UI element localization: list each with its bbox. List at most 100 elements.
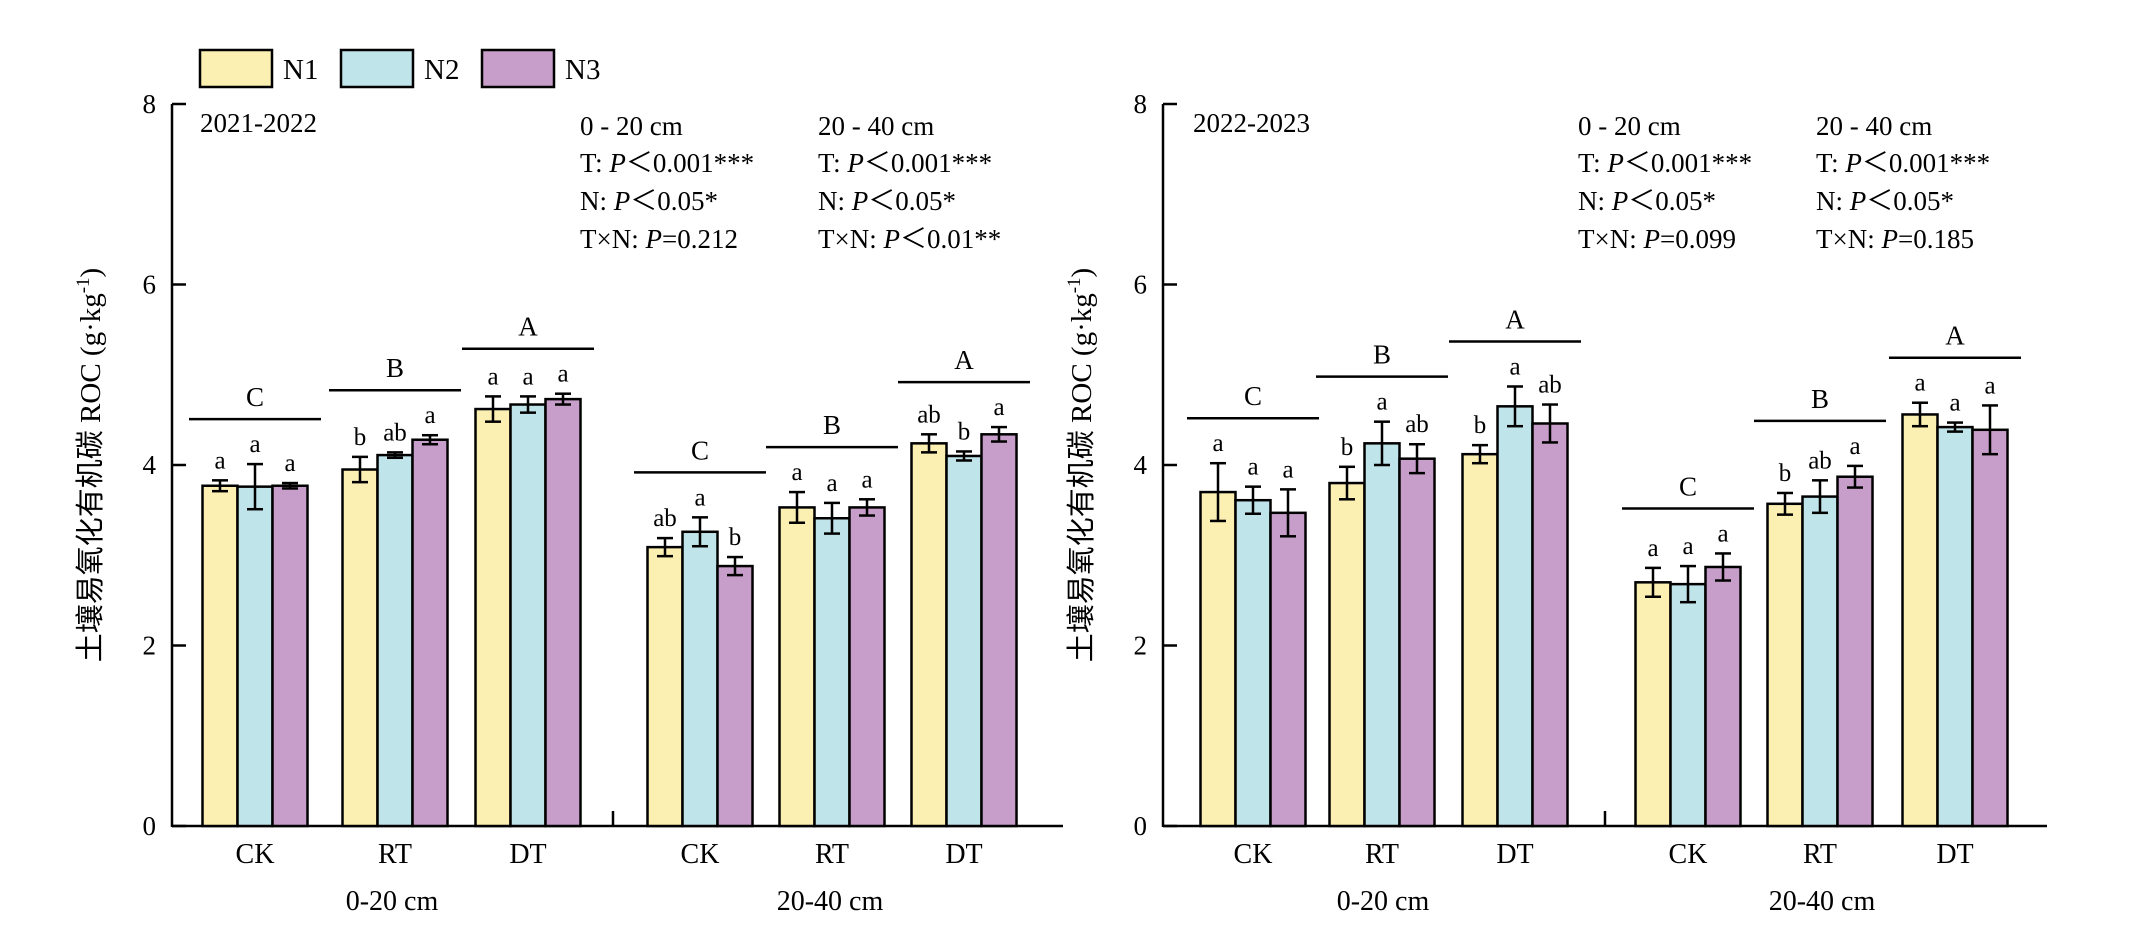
bar-n2	[1496, 405, 1534, 828]
significance-letter: a	[1376, 389, 1387, 416]
bar-n3	[1398, 457, 1436, 828]
panel-title: 2022-2023	[1193, 108, 1310, 138]
stats-heading: 0 - 20 cm	[580, 111, 683, 141]
significance-letter: a	[249, 431, 260, 458]
bar-n2	[376, 453, 414, 828]
bar-n2	[945, 454, 983, 828]
significance-letter: b	[958, 418, 971, 445]
group-letter: B	[1811, 384, 1829, 414]
y-axis-label: 土壤易氧化有机碳 ROC (g·kg-1)	[73, 268, 107, 662]
stats-line: T×N: P＜0.01**	[818, 224, 1001, 254]
significance-letter: a	[1949, 390, 1960, 417]
bar-n3	[544, 397, 582, 828]
y-axis-label: 土壤易氧化有机碳 ROC (g·kg-1)	[1064, 268, 1098, 662]
panel-title: 2021-2022	[200, 108, 317, 138]
stats-value: ＜0.01**	[900, 224, 1001, 254]
stats-value: ＜0.05*	[630, 186, 718, 216]
group-letter: C	[246, 382, 264, 412]
stats-heading: 20 - 40 cm	[818, 111, 934, 141]
y-tick-label: 2	[1134, 631, 1148, 661]
stats-value: ＜0.05*	[1866, 186, 1954, 216]
bar-n1	[474, 407, 512, 828]
stats-heading: 0 - 20 cm	[1578, 111, 1681, 141]
stats-prefix: T:	[1578, 148, 1607, 178]
significance-letter: ab	[1538, 372, 1562, 399]
stats-prefix: T:	[580, 148, 609, 178]
stats-value: ＜0.001***	[1624, 148, 1752, 178]
bar-n3	[716, 564, 754, 828]
stats-p: P	[1611, 186, 1629, 216]
significance-letter: a	[1509, 353, 1520, 380]
group-letter: C	[691, 435, 709, 465]
bar-n1	[201, 484, 239, 828]
bar-n1	[1461, 452, 1499, 828]
group-letter: A	[1945, 321, 1965, 351]
category-label: DT	[1496, 839, 1533, 870]
significance-letter: ab	[1405, 411, 1429, 438]
bar-n3	[1836, 475, 1874, 828]
significance-letter: b	[1474, 412, 1487, 439]
stats-line: N: P＜0.05*	[818, 186, 956, 216]
significance-letter: a	[694, 484, 705, 511]
stats-prefix: T×N:	[818, 224, 883, 254]
y-tick-label: 0	[143, 811, 157, 841]
stats-value: ＜0.05*	[868, 186, 956, 216]
stats-line: T: P＜0.001***	[1816, 148, 1990, 178]
bar-n1	[646, 545, 684, 828]
stats-value: ＜0.001***	[1862, 148, 1990, 178]
chart-panel-2021-2022: 0 2 4 6 8 土壤易氧化有机碳 ROC (g·kg-1) 2021-2022 0 - 2…	[73, 89, 1063, 917]
bar-n1	[1199, 490, 1237, 828]
significance-letter: a	[1849, 433, 1860, 460]
bar-n2	[1234, 498, 1272, 828]
significance-letter: ab	[917, 401, 941, 428]
significance-letter: a	[1212, 430, 1223, 457]
legend-label-n2: N2	[424, 54, 459, 86]
stats-prefix: T×N:	[580, 224, 645, 254]
bar-n1	[778, 506, 816, 828]
category-label: CK	[681, 839, 720, 870]
significance-letter: ab	[1808, 447, 1832, 474]
significance-letter: a	[1984, 372, 1995, 399]
y-axis-label-main: 土壤易氧化有机碳 ROC (g·kg	[74, 293, 107, 662]
stats-p: P	[1606, 148, 1624, 178]
stats-line: T: P＜0.001***	[818, 148, 992, 178]
significance-letter: b	[1341, 434, 1354, 461]
group-letter: A	[1505, 304, 1525, 334]
stats-line: N: P＜0.05*	[580, 186, 718, 216]
category-label: DT	[509, 839, 546, 870]
category-label: RT	[378, 839, 412, 870]
bar-n1	[910, 442, 948, 828]
group-letter: C	[1244, 381, 1262, 411]
bar-n2	[1363, 442, 1401, 828]
significance-letter: a	[487, 363, 498, 390]
group-letter: A	[518, 312, 538, 342]
stats-line: T: P＜0.001***	[1578, 148, 1752, 178]
group-letter: B	[823, 410, 841, 440]
depth-group-label: 0-20 cm	[1337, 886, 1430, 917]
group-letter: B	[386, 353, 404, 383]
significance-letter: a	[522, 363, 533, 390]
stats-prefix: T:	[1816, 148, 1845, 178]
significance-letter: a	[557, 361, 568, 388]
bar-n3	[1269, 511, 1307, 828]
significance-letter: a	[1247, 454, 1258, 481]
bar-n2	[1801, 495, 1839, 828]
group-letter: C	[1679, 471, 1697, 501]
stats-prefix: N:	[1816, 186, 1850, 216]
bar-n2	[509, 403, 547, 828]
category-label: RT	[1365, 839, 1399, 870]
legend-label-n1: N1	[283, 54, 318, 86]
y-axis-label-main: 土壤易氧化有机碳 ROC (g·kg	[1065, 293, 1098, 662]
bar-n1	[1901, 413, 1939, 828]
bar-n1	[341, 468, 379, 828]
y-tick-label: 2	[143, 631, 157, 661]
stats-block: 20 - 40 cmT: P＜0.001***N: P＜0.05*T×N: P=…	[1816, 111, 1990, 254]
stats-line: T×N: P=0.212	[580, 224, 738, 254]
significance-letter: a	[214, 447, 225, 474]
y-tick-label: 4	[143, 450, 157, 480]
bar-n2	[681, 530, 719, 828]
bar-n3	[411, 438, 449, 828]
significance-letter: b	[1779, 460, 1792, 487]
depth-group-label: 20-40 cm	[1769, 886, 1876, 917]
